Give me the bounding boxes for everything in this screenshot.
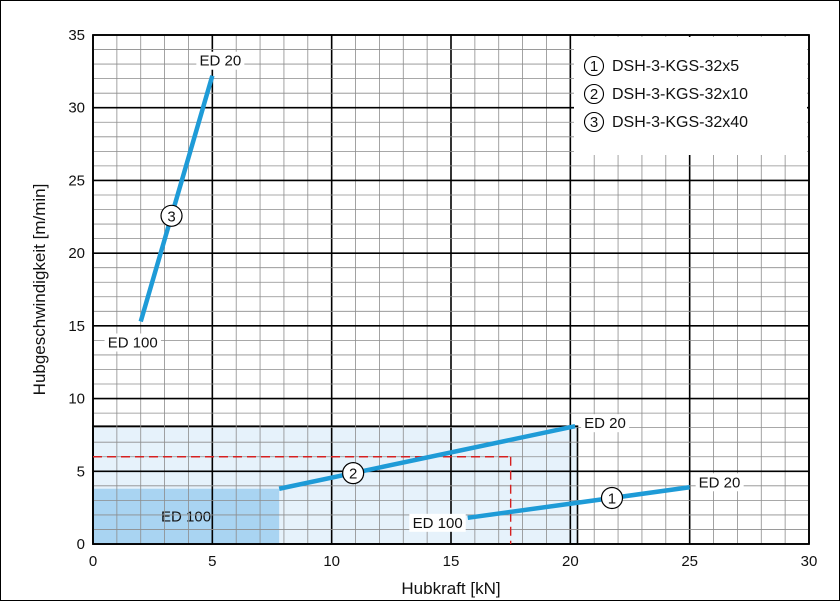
series-marker-text-1: 1 <box>608 490 616 507</box>
series-marker-text-2: 2 <box>349 466 357 483</box>
legend-marker-1 <box>583 55 605 77</box>
legend-marker-2 <box>583 83 605 105</box>
series-label-end-3: ED 20 <box>199 53 241 70</box>
y-axis-label: Hubgeschwindigkeit [m/min] <box>30 184 49 396</box>
series-line-1 <box>467 485 690 521</box>
series-label-end-1: ED 20 <box>699 474 741 491</box>
x-tick-label: 15 <box>443 553 460 570</box>
region-1 <box>93 488 280 544</box>
y-tick-label: 10 <box>68 391 85 408</box>
series-label-start-3-bg <box>104 333 161 352</box>
x-tick-label: 30 <box>801 553 818 570</box>
series-marker-text-3: 3 <box>167 208 175 225</box>
series-line-3 <box>138 75 215 323</box>
series-label-end-3-bg <box>196 51 245 70</box>
legend-marker-text-3: 3 <box>590 114 598 131</box>
y-tick-label: 15 <box>68 318 85 335</box>
series-marker-3 <box>160 204 183 227</box>
y-tick-label: 5 <box>77 463 85 480</box>
legend-entry-3: DSH-3-KGS-32x40 <box>612 114 748 131</box>
series-label-start-1-bg <box>409 513 466 532</box>
reference-lines <box>93 456 512 544</box>
grid <box>92 34 810 545</box>
regions: ED 100 <box>92 425 579 545</box>
series-label-end-2: ED 20 <box>584 415 626 432</box>
series-label-start-3: ED 100 <box>108 334 158 351</box>
y-tick-label: 35 <box>68 27 85 44</box>
y-tick-label: 0 <box>77 536 85 553</box>
legend-marker-text-2: 2 <box>590 86 598 103</box>
legend: 1 DSH-3-KGS-32x5 2 DSH-3-KGS-32x10 3 DSH-3-KG… <box>574 37 807 155</box>
series-label-start-1: ED 100 <box>413 515 463 532</box>
legend-entry-1: DSH-3-KGS-32x5 <box>612 58 739 75</box>
y-tick-label: 25 <box>68 172 85 189</box>
tick-labels: 0 5 10 15 20 25 30 0 5 10 15 20 25 30 35 <box>68 27 817 570</box>
x-tick-label: 5 <box>208 553 216 570</box>
series-lines: 1 ED 20 ED 100 2 ED 20 3 ED 20 ED 100 <box>104 51 744 532</box>
y-tick-label: 20 <box>68 245 85 262</box>
x-tick-label: 25 <box>681 553 698 570</box>
series-line-2 <box>278 424 576 491</box>
x-tick-label: 10 <box>323 553 340 570</box>
x-tick-label: 20 <box>562 553 579 570</box>
legend-marker-3 <box>583 111 605 133</box>
region-label-1: ED 100 <box>161 508 211 525</box>
series-marker-2 <box>342 462 365 485</box>
x-tick-label: 0 <box>89 553 97 570</box>
legend-marker-text-1: 1 <box>590 58 598 75</box>
plot-border <box>92 34 810 545</box>
x-axis-label: Hubkraft [kN] <box>401 579 500 598</box>
y-tick-label: 30 <box>68 100 85 117</box>
legend-box <box>574 37 807 155</box>
series-label-end-1-bg <box>695 473 744 492</box>
series-marker-1 <box>600 486 624 510</box>
series-label-end-2-bg <box>581 414 630 433</box>
legend-entry-2: DSH-3-KGS-32x10 <box>612 86 748 103</box>
